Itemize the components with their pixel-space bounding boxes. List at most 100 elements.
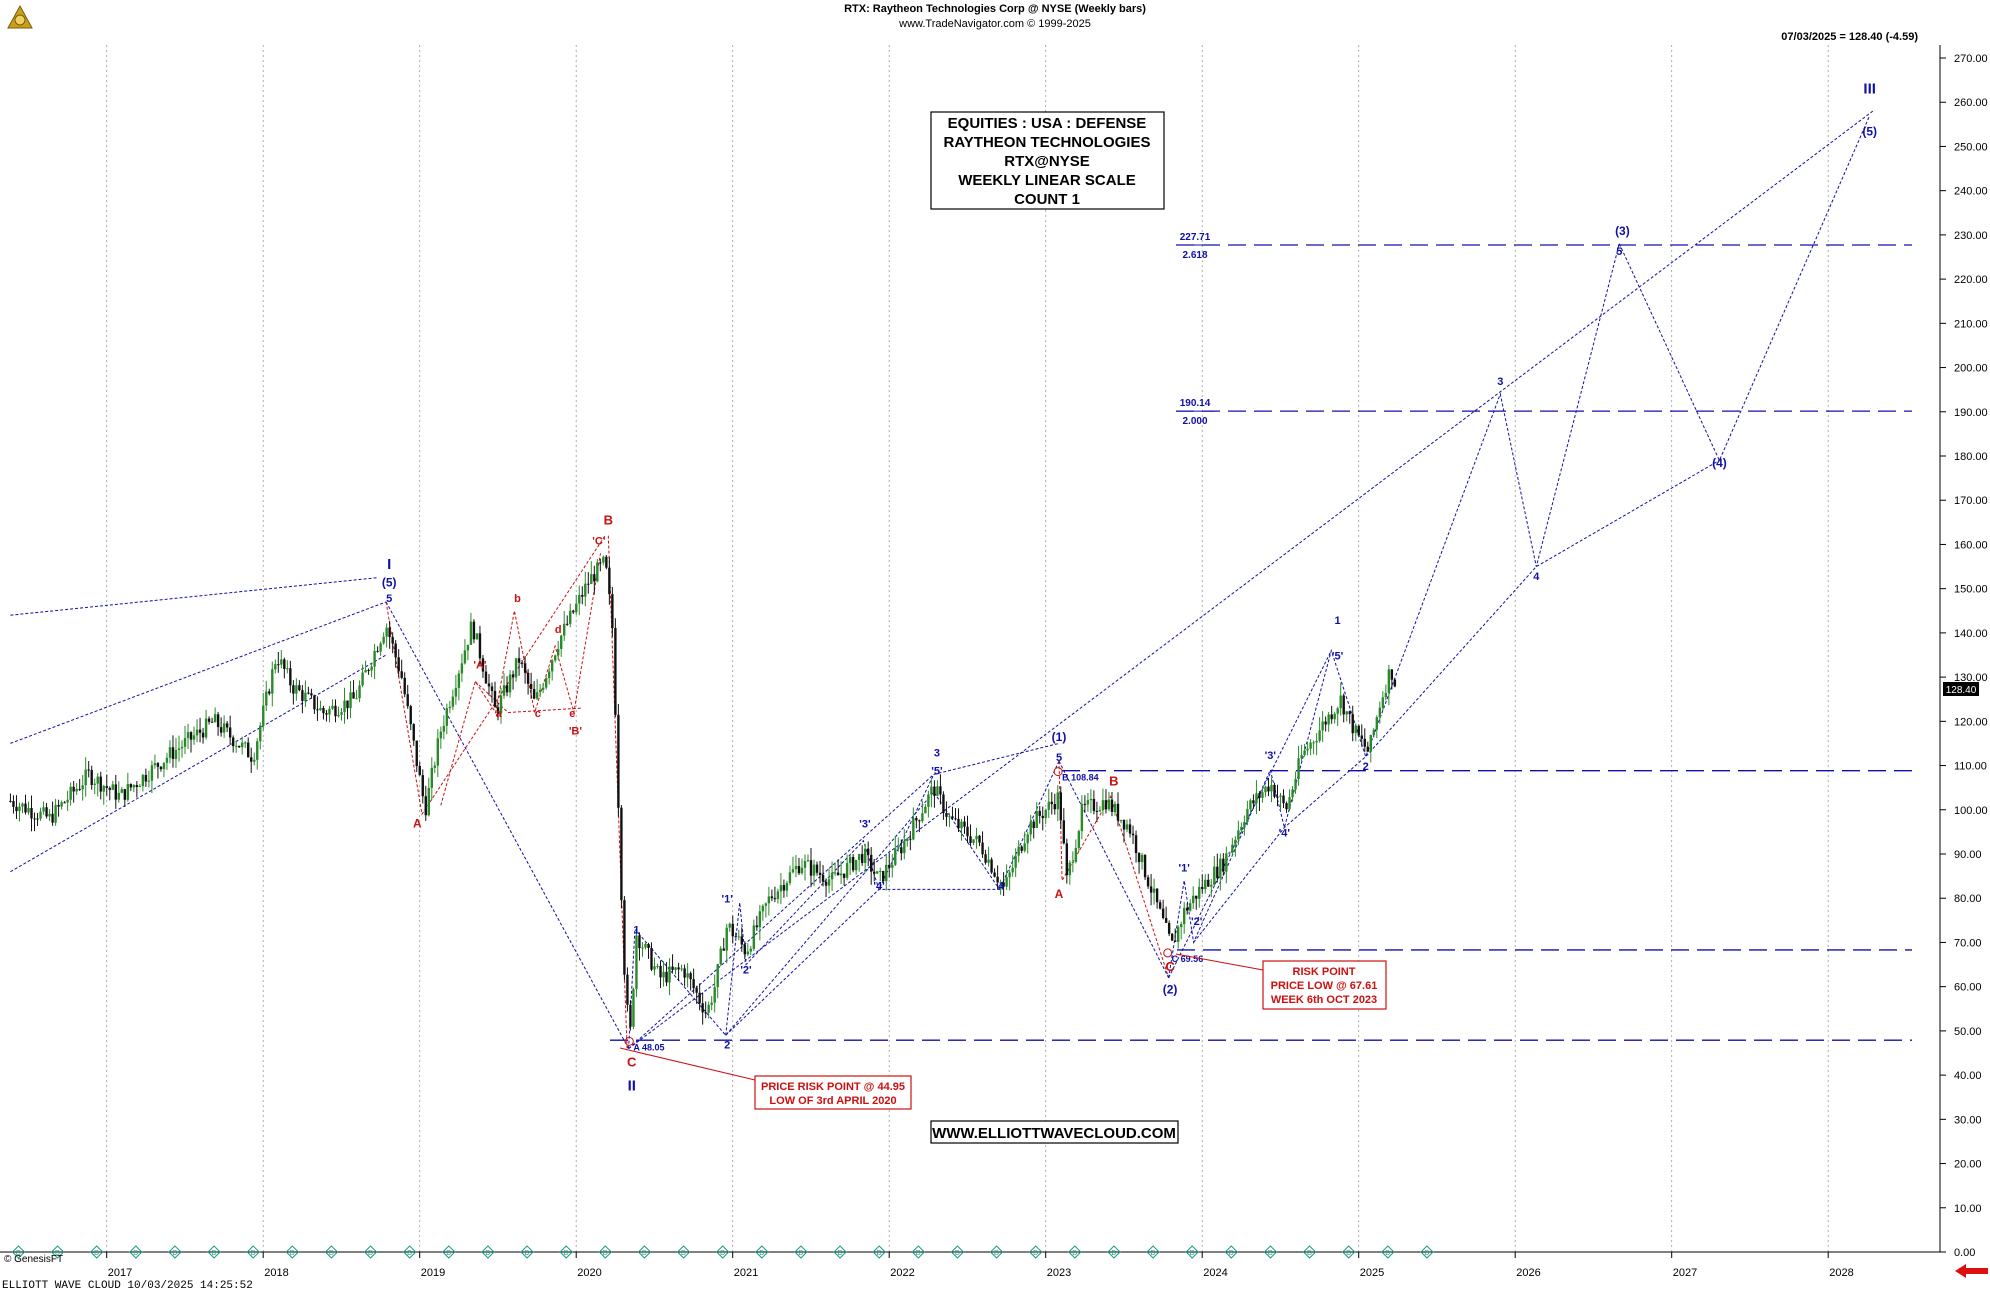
candle-body: [695, 988, 698, 993]
candle-body: [674, 967, 677, 970]
candle-body: [1149, 886, 1153, 893]
dividend-diamond-icon: [1224, 1245, 1239, 1259]
dividend-diamond-letter: D: [212, 1250, 217, 1257]
dividend-diamond-icon: [715, 1245, 730, 1259]
candle-body: [602, 556, 605, 563]
candle-body: [84, 769, 87, 786]
wave-path: [1193, 459, 1720, 943]
candle-body: [749, 948, 753, 952]
candle-body: [250, 757, 253, 762]
candle-body: [1005, 877, 1008, 887]
candle-body: [1351, 714, 1354, 734]
candle-body: [866, 848, 870, 855]
candle-body: [927, 794, 930, 807]
candle-body: [761, 905, 765, 912]
candle-body: [1101, 800, 1105, 811]
dividend-diamond-icon: [989, 1245, 1004, 1259]
candle-body: [24, 803, 27, 813]
candle-body: [237, 745, 241, 748]
candle-body: [1125, 824, 1129, 830]
candle-body: [508, 674, 512, 693]
candle-body: [15, 806, 18, 812]
wave-label: '4': [873, 880, 885, 892]
candle-body: [1375, 717, 1379, 730]
candle-body: [1258, 793, 1261, 798]
candle-body: [969, 836, 972, 843]
scroll-right-arrow-icon[interactable]: [1955, 1264, 1988, 1278]
candle-body: [292, 685, 295, 694]
candle-body: [1339, 695, 1342, 709]
candle-body: [1068, 862, 1072, 876]
candle-body: [981, 842, 984, 855]
x-tick-label: 2026: [1516, 1267, 1540, 1279]
candle-body: [1225, 853, 1228, 872]
candle-body: [713, 987, 716, 1003]
candle-body: [469, 621, 473, 645]
x-tick-label: 2019: [421, 1267, 445, 1279]
candle-body: [27, 808, 30, 813]
candle-body: [454, 687, 458, 697]
candle-body: [870, 854, 873, 872]
x-tick-label: 2017: [108, 1267, 132, 1279]
y-tick-label: 210.00: [1954, 318, 1988, 330]
dividend-diamond-icon: [911, 1245, 926, 1259]
candle-body: [283, 659, 286, 669]
candle-body: [1113, 803, 1117, 812]
candle-body: [611, 594, 614, 628]
candle-body: [1369, 734, 1372, 752]
candle-body: [632, 989, 635, 1027]
candle-body: [921, 813, 924, 822]
candle-body: [1092, 798, 1096, 811]
candle-body: [153, 763, 157, 766]
wave-path: [1168, 650, 1332, 979]
candle-body: [1173, 940, 1177, 942]
candle-body: [1195, 895, 1198, 899]
candle-body: [1231, 844, 1234, 853]
candle-body: [1183, 907, 1186, 925]
candle-body: [1240, 826, 1243, 831]
candle-body: [948, 816, 951, 818]
candle-body: [1273, 784, 1276, 797]
candle-body: [1083, 803, 1087, 805]
candle-body: [228, 727, 232, 738]
candle-body: [1134, 835, 1138, 854]
candle-body: [1294, 779, 1297, 790]
candle-body: [1387, 669, 1391, 693]
candle-body: [259, 725, 262, 742]
candle-body: [581, 594, 584, 597]
candle-body: [1189, 903, 1192, 911]
candle-body: [885, 864, 888, 882]
candle-body: [484, 671, 488, 684]
candle-body: [900, 847, 903, 854]
candle-body: [123, 789, 127, 800]
candle-body: [996, 876, 999, 883]
candle-body: [587, 583, 590, 585]
candle-body: [129, 784, 133, 788]
candle-body: [818, 872, 822, 876]
candle-body: [1041, 815, 1044, 819]
dividend-diamond-icon: [1420, 1245, 1434, 1259]
candle-body: [689, 973, 692, 980]
candle-body: [833, 872, 837, 874]
candle-body: [325, 713, 328, 715]
candle-body: [1047, 801, 1050, 810]
candle-body: [165, 757, 169, 763]
candle-body: [1086, 800, 1090, 805]
dividend-diamond-letter: D: [1229, 1250, 1234, 1257]
dividend-diamond-letter: D: [1072, 1250, 1077, 1257]
candle-body: [400, 671, 403, 678]
wave-label: '5': [1332, 650, 1344, 662]
wave-label: '5': [931, 765, 943, 777]
candle-body: [1095, 810, 1099, 812]
candle-body: [1011, 867, 1014, 873]
candle-body: [192, 735, 196, 740]
candle-body: [990, 859, 993, 873]
candle-body: [617, 714, 620, 808]
candle-body: [376, 650, 379, 652]
candle-body: [1059, 792, 1063, 821]
candle-body: [942, 794, 945, 814]
candle-body: [397, 657, 400, 672]
candle-body: [770, 896, 774, 899]
candle-body: [1285, 803, 1288, 810]
candle-body: [108, 787, 111, 790]
